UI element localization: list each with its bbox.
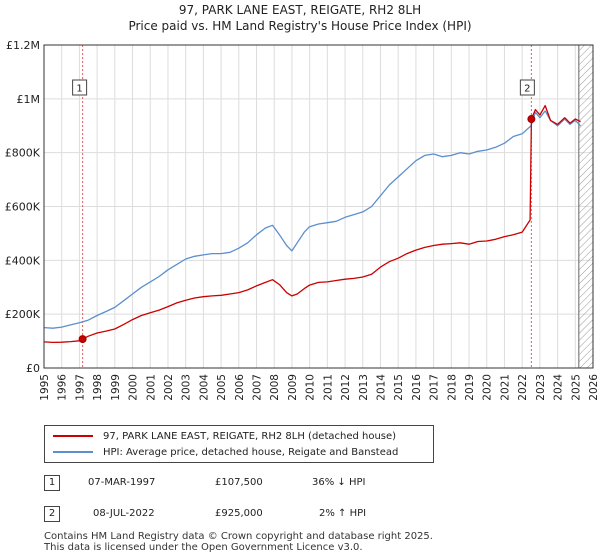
footer-copyright: Contains HM Land Registry data © Crown c… bbox=[44, 531, 433, 542]
x-tick-label: 2003 bbox=[181, 374, 193, 401]
legend-label-property: 97, PARK LANE EAST, REIGATE, RH2 8LH (de… bbox=[103, 430, 397, 442]
x-tick-label: 1999 bbox=[110, 374, 122, 401]
x-tick-label: 2008 bbox=[269, 374, 281, 401]
y-tick-label: £1M bbox=[17, 93, 41, 106]
x-tick-label: 2001 bbox=[145, 374, 157, 401]
x-tick-label: 1998 bbox=[92, 374, 104, 401]
x-tick-label: 2025 bbox=[570, 374, 582, 401]
x-tick-label: 2000 bbox=[128, 374, 140, 401]
transaction-number-badge: 1 bbox=[44, 475, 60, 491]
plot-frame bbox=[43, 44, 594, 369]
legend-item-hpi: HPI: Average price, detached house, Reig… bbox=[53, 444, 398, 460]
legend-label-hpi: HPI: Average price, detached house, Reig… bbox=[103, 446, 399, 458]
sale-point-marker bbox=[78, 335, 87, 344]
property-price-series-line bbox=[43, 104, 581, 344]
x-tick-label: 2002 bbox=[163, 374, 175, 401]
transaction-price: £925,000 bbox=[215, 508, 263, 519]
x-tick-label: 2021 bbox=[499, 374, 511, 401]
footer-licence: This data is licensed under the Open Gov… bbox=[44, 542, 363, 553]
x-tick-label: 2015 bbox=[393, 374, 405, 401]
x-tick-label: 2007 bbox=[252, 374, 264, 401]
x-tick-label: 2011 bbox=[322, 374, 334, 401]
transaction-number-badge: 2 bbox=[44, 506, 60, 522]
x-tick-label: 2012 bbox=[340, 374, 352, 401]
sale-number-box bbox=[72, 79, 88, 96]
x-tick-label: 1997 bbox=[74, 374, 86, 401]
x-tick-label: 2016 bbox=[411, 374, 423, 401]
x-tick-label: 2014 bbox=[375, 374, 387, 401]
x-tick-label: 2022 bbox=[517, 374, 529, 401]
price-chart: 1995 1996 1997 1998 1999 2000 2001 2002 2003 2004… bbox=[5, 39, 600, 401]
x-tick-label: 2017 bbox=[429, 374, 441, 401]
sale-number-box bbox=[519, 79, 535, 96]
x-tick-label: 2024 bbox=[553, 374, 565, 401]
x-tick-label: 2019 bbox=[464, 374, 476, 401]
chart-subtitle: Price paid vs. HM Land Registry's House … bbox=[128, 19, 472, 33]
transaction-hpi-diff: 2% ↑ HPI bbox=[319, 508, 367, 519]
x-tick-label: 2023 bbox=[535, 374, 547, 401]
x-tick-label: 2009 bbox=[287, 374, 299, 401]
legend-item-property: 97, PARK LANE EAST, REIGATE, RH2 8LH (de… bbox=[53, 428, 396, 444]
x-tick-label: 2010 bbox=[305, 374, 317, 401]
y-tick-label: £200K bbox=[5, 308, 41, 321]
x-tick-label: 2005 bbox=[216, 374, 228, 401]
sale-point-marker bbox=[527, 115, 536, 124]
y-tick-label: £400K bbox=[5, 254, 41, 267]
hpi-series-line bbox=[43, 110, 582, 329]
forecast-hatch-region bbox=[578, 45, 593, 368]
sale-number-label: 2 bbox=[524, 84, 530, 95]
y-tick-label: £0 bbox=[26, 362, 40, 375]
y-tick-label: £600K bbox=[5, 201, 41, 214]
x-tick-label: 2004 bbox=[198, 374, 210, 401]
transaction-price: £107,500 bbox=[215, 477, 263, 488]
x-tick-label: 2013 bbox=[358, 374, 370, 401]
x-tick-label: 1996 bbox=[57, 374, 69, 401]
transaction-hpi-diff: 36% ↓ HPI bbox=[312, 477, 366, 488]
transaction-date: 08-JUL-2022 bbox=[93, 508, 155, 519]
transaction-row: 1 07-MAR-1997 £107,500 36% ↓ HPI bbox=[44, 474, 464, 494]
legend-swatch-red bbox=[53, 435, 93, 437]
transaction-row: 2 08-JUL-2022 £925,000 2% ↑ HPI bbox=[44, 505, 464, 525]
legend: 97, PARK LANE EAST, REIGATE, RH2 8LH (de… bbox=[44, 425, 434, 463]
x-tick-label: 2020 bbox=[482, 374, 494, 401]
chart-title: 97, PARK LANE EAST, REIGATE, RH2 8LH bbox=[178, 3, 422, 17]
x-tick-label: 2026 bbox=[588, 374, 600, 401]
sale-number-label: 1 bbox=[76, 84, 82, 95]
y-tick-label: £800K bbox=[5, 147, 41, 160]
x-tick-label: 1995 bbox=[39, 374, 51, 401]
x-tick-label: 2006 bbox=[234, 374, 246, 401]
x-tick-label: 2018 bbox=[446, 374, 458, 401]
transaction-date: 07-MAR-1997 bbox=[88, 477, 156, 488]
legend-swatch-blue bbox=[53, 451, 93, 453]
y-tick-label: £1.2M bbox=[6, 39, 40, 52]
